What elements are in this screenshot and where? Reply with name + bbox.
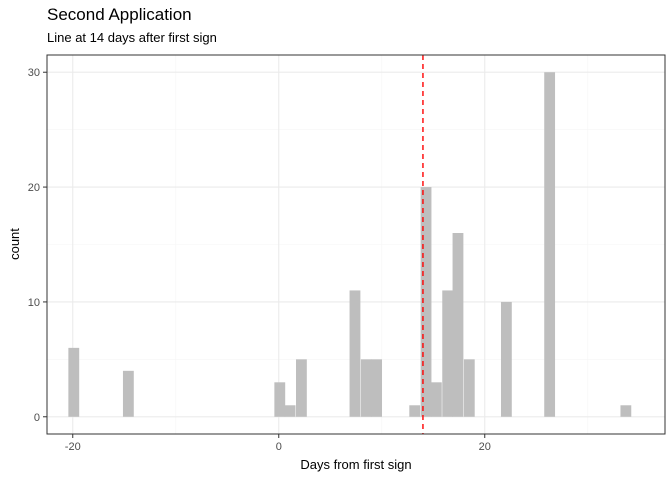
histogram-bar: [284, 405, 296, 417]
histogram-bar: [360, 359, 372, 417]
histogram-bar: [442, 290, 454, 417]
chart-subtitle: Line at 14 days after first sign: [47, 30, 217, 45]
histogram-bar: [620, 405, 632, 417]
histogram-bar: [409, 405, 421, 417]
y-tick-label: 10: [28, 297, 40, 309]
histogram-bar: [371, 359, 383, 417]
histogram-bar: [349, 290, 361, 417]
x-tick-label: 20: [479, 441, 491, 453]
grid: [47, 55, 665, 434]
histogram-bar: [68, 347, 80, 417]
histogram-bar: [430, 382, 442, 417]
x-axis-title: Days from first sign: [300, 457, 411, 472]
y-tick-label: 30: [28, 67, 40, 79]
panel-border: [46, 54, 666, 435]
histogram-bar: [122, 370, 134, 417]
histogram-bar: [463, 359, 475, 417]
x-tick-label: -20: [65, 441, 81, 453]
histogram-bar: [500, 301, 512, 417]
chart-title: Second Application: [47, 5, 192, 24]
histogram-bar: [544, 72, 556, 417]
x-tick-label: 0: [276, 441, 282, 453]
y-axis-title: count: [7, 228, 22, 260]
histogram-bar: [420, 187, 432, 417]
axis-ticks: -20 0 20 0 10 20 30: [28, 67, 491, 453]
histogram-bar: [452, 233, 464, 417]
bars: [68, 72, 632, 417]
y-tick-label: 20: [28, 182, 40, 194]
histogram-bar: [274, 382, 286, 417]
histogram-bar: [296, 359, 307, 417]
y-tick-label: 0: [34, 412, 40, 424]
